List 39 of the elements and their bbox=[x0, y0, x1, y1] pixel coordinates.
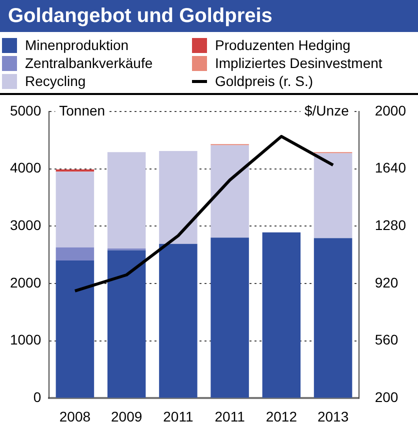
y2-tick-label: 200 bbox=[374, 389, 398, 406]
y2-axis-title: $/Unze bbox=[304, 102, 350, 118]
legend-label: Minenproduktion bbox=[25, 37, 129, 53]
y-tick-label: 0 bbox=[33, 389, 42, 406]
x-tick-label: 2009 bbox=[110, 408, 142, 424]
legend-label: Recycling bbox=[25, 73, 86, 89]
y-tick-label: 3000 bbox=[10, 216, 42, 233]
legend-label: Produzenten Hedging bbox=[215, 37, 350, 53]
legend-label: Goldpreis (r. S.) bbox=[215, 73, 314, 89]
x-tick-label: 2012 bbox=[266, 408, 298, 424]
bar bbox=[56, 247, 94, 261]
bar bbox=[210, 238, 249, 398]
y-tick-label: 1000 bbox=[10, 332, 42, 348]
bar bbox=[159, 244, 198, 398]
x-tick-label: 2011 bbox=[163, 408, 194, 424]
bar bbox=[262, 232, 301, 398]
x-tick-label: 2011 bbox=[214, 408, 246, 424]
y-tick-label: 5000 bbox=[10, 102, 42, 118]
bar bbox=[107, 250, 146, 398]
y2-tick-label: 1280 bbox=[374, 216, 406, 233]
y2-tick-label: 920 bbox=[374, 274, 398, 290]
bar bbox=[56, 260, 94, 398]
bar bbox=[314, 238, 352, 398]
y-tick-label: 4000 bbox=[10, 160, 42, 176]
bar bbox=[107, 152, 146, 248]
legend-label: Zentralbankverkäufe bbox=[25, 55, 153, 71]
bar bbox=[210, 145, 249, 238]
y-tick-label: 2000 bbox=[10, 274, 42, 290]
y-axis-title: Tonnen bbox=[59, 102, 106, 118]
bar bbox=[56, 172, 94, 248]
x-tick-label: 2013 bbox=[317, 408, 349, 424]
legend-label: Impliziertes Desinvestment bbox=[215, 55, 382, 71]
chart-title: Goldangebot und Goldpreis bbox=[0, 0, 418, 32]
x-tick-label: 2008 bbox=[59, 408, 91, 424]
y2-tick-label: 1640 bbox=[374, 160, 406, 176]
bar bbox=[314, 153, 352, 238]
y2-tick-label: 2000 bbox=[374, 102, 406, 118]
bar bbox=[159, 150, 198, 244]
y2-tick-label: 560 bbox=[374, 332, 398, 348]
